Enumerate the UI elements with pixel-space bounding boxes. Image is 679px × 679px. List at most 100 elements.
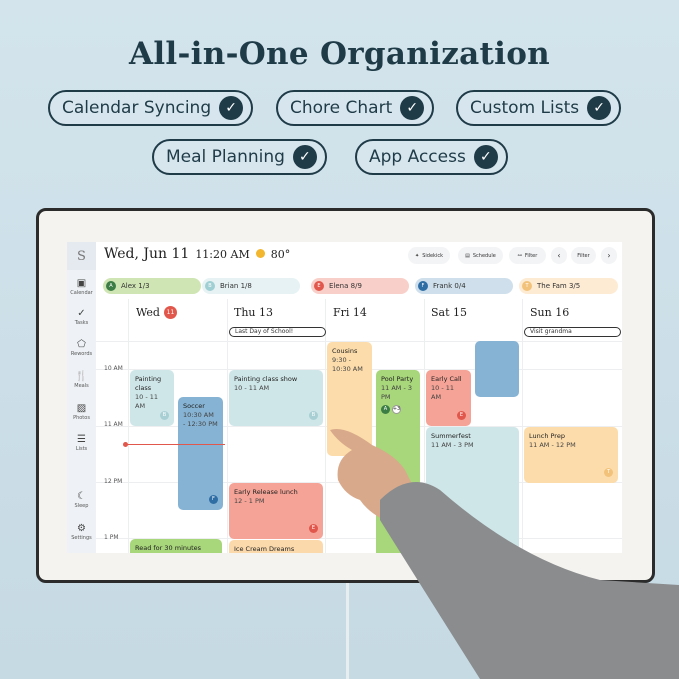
event-title: Early Release lunch xyxy=(234,488,298,496)
grid-line xyxy=(96,341,622,342)
feature-app-access: App Access ✓ xyxy=(355,139,508,175)
sidebar-item-meals[interactable]: 🍴 Meals xyxy=(67,371,96,389)
avatar: E xyxy=(314,281,324,291)
nav-label: Lists xyxy=(75,446,88,452)
calendar-event[interactable]: Ice Cream Dreams xyxy=(229,540,323,553)
calendar-icon: ▣ xyxy=(76,278,87,289)
feature-label: Meal Planning xyxy=(166,147,285,167)
list-icon: ☰ xyxy=(77,434,86,445)
header-datetime: Wed, Jun 11 11:20 AM 80° xyxy=(104,246,290,262)
event-title: Summerfest xyxy=(431,432,471,440)
day-header-thu[interactable]: Thu 13 xyxy=(234,306,273,319)
person-progress: Brian 1/8 xyxy=(220,282,252,290)
calendar-event[interactable]: Painting class show 10 - 11 AM B xyxy=(229,370,323,426)
event-title: Ice Cream Dreams xyxy=(234,545,295,553)
event-time: 10:30 AM - 12:30 PM xyxy=(183,411,218,428)
schedule-icon: ▤ xyxy=(465,252,470,259)
current-date: Wed, Jun 11 xyxy=(104,246,190,262)
day-label: Sun 16 xyxy=(530,306,570,319)
day-header-fri[interactable]: Fri 14 xyxy=(333,306,367,319)
day-header-wed[interactable]: Wed 11 xyxy=(136,306,177,319)
button-label: Filter xyxy=(524,252,538,259)
calendar-event[interactable]: Soccer 10:30 AM - 12:30 PM F xyxy=(178,397,223,510)
calendar-event[interactable]: Lunch Prep 11 AM - 12 PM T xyxy=(524,427,618,483)
time-label: 12 PM xyxy=(104,478,123,485)
schedule-button[interactable]: ▤ Schedule xyxy=(458,247,503,264)
sidebar-item-rewards[interactable]: ⬠ Rewords xyxy=(67,339,96,357)
calendar-event[interactable]: Pool Party 11 AM - 3 PM A +3 xyxy=(376,370,420,553)
photo-icon: ▨ xyxy=(76,403,87,414)
event-time: 11 AM - 12 PM xyxy=(529,441,576,449)
feature-chore-chart: Chore Chart ✓ xyxy=(276,90,435,126)
event-title: Early Call xyxy=(431,375,462,383)
calendar-event[interactable]: Summerfest 11 AM - 3 PM B xyxy=(426,427,519,553)
check-icon: ✓ xyxy=(587,96,612,120)
person-chip[interactable]: A Alex 1/3 xyxy=(103,278,201,294)
sidebar-item-tasks[interactable]: ✓ Tasks xyxy=(67,308,96,326)
nav-label: Tasks xyxy=(74,320,89,326)
feature-label: Custom Lists xyxy=(470,98,580,118)
next-button[interactable]: › xyxy=(601,247,617,264)
temperature: 80° xyxy=(270,248,291,261)
calendar-event[interactable]: Read for 30 minutes xyxy=(130,539,222,553)
allday-event[interactable]: Last Day of School! xyxy=(229,327,326,337)
day-label: Sat 15 xyxy=(431,306,468,319)
event-time: 10 - 11 AM xyxy=(135,393,159,410)
headline: All-in-One Organization xyxy=(128,36,551,72)
feature-calendar-syncing: Calendar Syncing ✓ xyxy=(48,90,254,126)
day-header-sat[interactable]: Sat 15 xyxy=(431,306,467,319)
avatar: B xyxy=(160,411,169,420)
nav-label: Photos xyxy=(73,415,90,421)
event-time: 11 AM - 3 PM xyxy=(431,441,474,449)
day-label: Fri 14 xyxy=(333,306,367,319)
avatar: T xyxy=(604,468,613,477)
person-progress: Elena 8/9 xyxy=(329,282,362,290)
allday-event[interactable]: Visit grandma xyxy=(524,327,621,337)
nav-label: Settings xyxy=(71,535,92,541)
sidebar-item-photos[interactable]: ▨ Photos xyxy=(67,403,96,421)
person-chip[interactable]: B Brian 1/8 xyxy=(202,278,300,294)
event-title: Pool Party xyxy=(381,375,414,383)
day-label: Wed xyxy=(136,306,160,319)
time-label: 1 PM xyxy=(104,534,119,541)
sidekick-button[interactable]: ✦ Sidekick xyxy=(408,247,450,264)
calendar-event[interactable]: Early Call 10 - 11 AM E xyxy=(426,370,471,426)
calendar-event[interactable]: Painting class 10 - 11 AM B xyxy=(130,370,174,426)
grid-line xyxy=(96,538,622,539)
filter-icon: ⚯ xyxy=(517,252,522,259)
prev-button[interactable]: ‹ xyxy=(551,247,567,264)
sidebar-item-settings[interactable]: ⚙ Settings xyxy=(67,523,96,541)
chevron-left-icon: ‹ xyxy=(557,251,561,260)
calendar-event[interactable]: Early Release lunch 12 - 1 PM E xyxy=(229,483,323,539)
event-title: Cousins xyxy=(332,347,358,355)
sidebar-item-calendar[interactable]: ▣ Calendar xyxy=(67,278,96,296)
sidebar-item-lists[interactable]: ☰ Lists xyxy=(67,434,96,452)
avatar: T xyxy=(358,441,367,450)
day-header-sun[interactable]: Sun 16 xyxy=(530,306,569,319)
person-chip[interactable]: F Frank 0/4 xyxy=(415,278,513,294)
event-time: 11 AM - 3 PM xyxy=(381,384,413,401)
nav-label: Sleep xyxy=(74,503,89,509)
person-progress: Frank 0/4 xyxy=(433,282,466,290)
avatar: A xyxy=(106,281,116,291)
calendar-event[interactable]: Cousins 9:30 - 10:30 AM T xyxy=(327,342,372,456)
avatar: A xyxy=(381,405,390,414)
feature-label: Chore Chart xyxy=(290,98,393,118)
today-badge: 11 xyxy=(163,306,177,319)
event-time: 12 - 1 PM xyxy=(234,497,265,505)
current-time: 11:20 AM xyxy=(195,248,250,261)
check-icon: ✓ xyxy=(219,96,244,120)
person-chip[interactable]: T The Fam 3/5 xyxy=(519,278,618,294)
person-chip[interactable]: E Elena 8/9 xyxy=(311,278,409,294)
time-label: 10 AM xyxy=(104,365,123,372)
sun-cloud-icon xyxy=(255,249,265,258)
calendar-event[interactable] xyxy=(475,341,519,397)
filter-button-2[interactable]: Filter xyxy=(571,247,596,264)
person-progress: Alex 1/3 xyxy=(121,282,150,290)
nav-label: Calendar xyxy=(70,290,93,296)
time-label: 11 AM xyxy=(104,421,123,428)
button-label: Schedule xyxy=(472,252,496,259)
fork-knife-icon: 🍴 xyxy=(75,371,88,382)
filter-button[interactable]: ⚯ Filter xyxy=(509,247,546,264)
sidebar-item-sleep[interactable]: ☾ Sleep xyxy=(67,491,96,509)
